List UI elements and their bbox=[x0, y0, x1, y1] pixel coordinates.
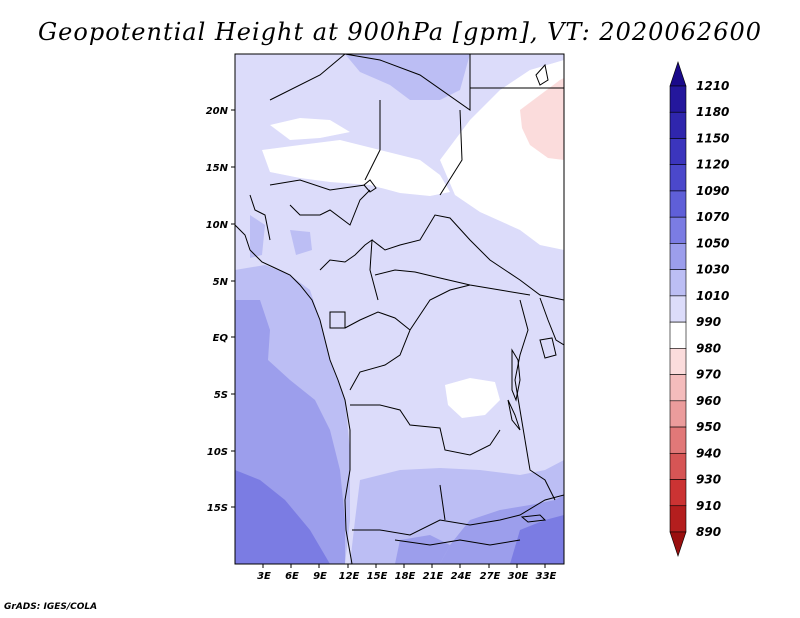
colorbar-segment bbox=[669, 452, 687, 480]
colorbar-label: 930 bbox=[696, 473, 721, 487]
colorbar-label: 1180 bbox=[696, 105, 729, 119]
colorbar-label: 1210 bbox=[696, 79, 729, 93]
colorbar: 1210 1180 1150 1120 1090 1070 1050 1030 1010 990 9… bbox=[669, 61, 729, 557]
lon-label: 24E bbox=[451, 571, 472, 582]
colorbar-label: 970 bbox=[696, 368, 721, 382]
lat-axis: 20N 15N 10N 5N EQ 5S 10S 15S bbox=[206, 106, 235, 514]
colorbar-segment bbox=[669, 216, 687, 244]
lat-label: 5S bbox=[214, 390, 228, 401]
colorbar-label: 990 bbox=[696, 315, 721, 329]
lon-label: 3E bbox=[257, 571, 271, 582]
height-field bbox=[235, 54, 564, 564]
colorbar-segment bbox=[669, 426, 687, 454]
colorbar-segment bbox=[669, 164, 687, 192]
colorbar-label: 1090 bbox=[696, 184, 729, 198]
colorbar-segment bbox=[669, 505, 687, 533]
lon-label: 12E bbox=[339, 571, 360, 582]
colorbar-label: 1070 bbox=[696, 210, 729, 224]
colorbar-segment bbox=[669, 190, 687, 218]
colorbar-segment bbox=[669, 85, 687, 113]
colorbar-label: 960 bbox=[696, 394, 721, 408]
colorbar-label: 950 bbox=[696, 420, 721, 434]
colorbar-label: 1010 bbox=[696, 289, 729, 303]
colorbar-segment bbox=[669, 374, 687, 402]
colorbar-label: 1150 bbox=[696, 131, 729, 145]
lat-label: 20N bbox=[206, 106, 229, 117]
lon-label: 6E bbox=[285, 571, 299, 582]
lat-label: 10S bbox=[207, 447, 228, 458]
lon-label: 18E bbox=[395, 571, 416, 582]
colorbar-label: 1120 bbox=[696, 158, 729, 172]
colorbar-label: 910 bbox=[696, 499, 721, 513]
colorbar-segment bbox=[669, 111, 687, 139]
lat-label: EQ bbox=[213, 333, 229, 344]
lat-label: 10N bbox=[206, 220, 229, 231]
colorbar-arrow-bottom bbox=[669, 531, 687, 557]
lon-label: 9E bbox=[313, 571, 327, 582]
colorbar-label: 980 bbox=[696, 341, 721, 355]
colorbar-segment bbox=[669, 321, 687, 349]
colorbar-segment bbox=[669, 479, 687, 507]
credit-label: GrADS: IGES/COLA bbox=[4, 602, 98, 612]
lat-label: 15N bbox=[206, 163, 229, 174]
lon-label: 21E bbox=[423, 571, 444, 582]
lon-axis: 3E 6E 9E 12E 15E 18E 21E 24E 27E 30E 33E bbox=[257, 564, 557, 582]
lat-label: 15S bbox=[207, 503, 228, 514]
colorbar-arrow-top bbox=[669, 61, 687, 87]
colorbar-label: 890 bbox=[696, 525, 721, 539]
colorbar-segment bbox=[669, 138, 687, 166]
colorbar-segment bbox=[669, 295, 687, 323]
colorbar-segment bbox=[669, 243, 687, 270]
colorbar-label: 1050 bbox=[696, 236, 729, 250]
map-frame bbox=[234, 53, 565, 565]
colorbar-segment bbox=[669, 400, 687, 428]
colorbar-segment bbox=[669, 348, 687, 375]
lon-label: 27E bbox=[480, 571, 501, 582]
lon-label: 15E bbox=[367, 571, 388, 582]
colorbar-segment bbox=[669, 269, 687, 297]
lon-label: 30E bbox=[508, 571, 529, 582]
lon-label: 33E bbox=[536, 571, 557, 582]
lat-label: 5N bbox=[213, 277, 229, 288]
boundaries bbox=[235, 54, 564, 564]
map-title: Geopotential Height at 900hPa [gpm], VT:… bbox=[38, 18, 762, 46]
colorbar-label: 1030 bbox=[696, 263, 729, 277]
colorbar-label: 940 bbox=[696, 446, 721, 460]
